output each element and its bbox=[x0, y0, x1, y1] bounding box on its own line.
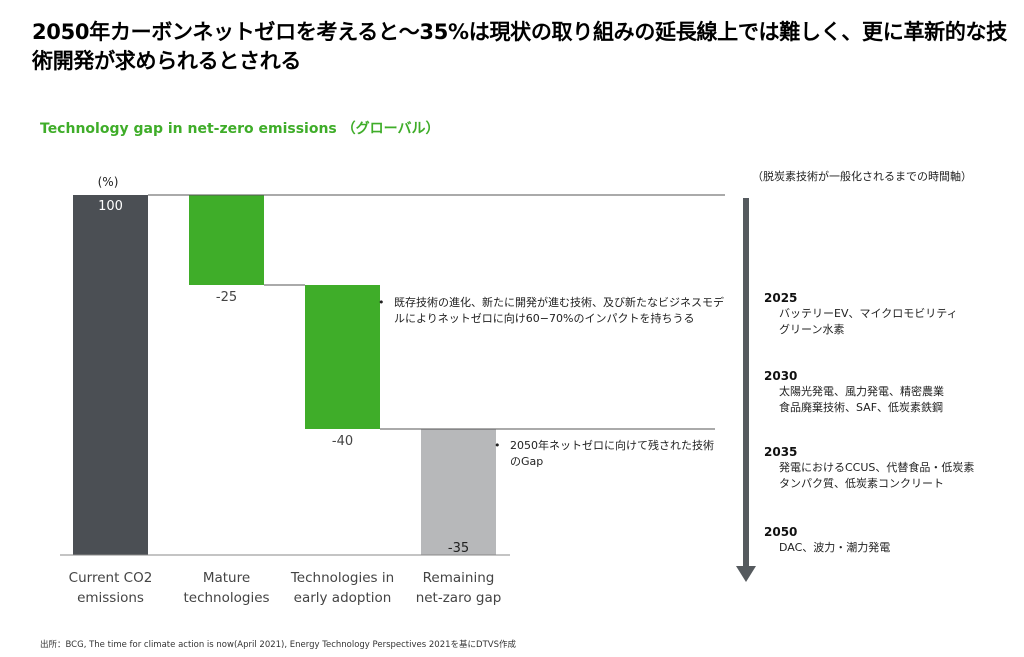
timeline-entry-2025: 2025 バッテリーEV、マイクロモビリティ グリーン水素 bbox=[764, 290, 958, 338]
timeline-entry-2050: 2050 DAC、波力・潮力発電 bbox=[764, 524, 890, 556]
timeline-year: 2050 bbox=[764, 525, 798, 539]
y-unit-label: (%) bbox=[98, 175, 119, 189]
bar-2 bbox=[189, 195, 264, 285]
bar-1 bbox=[73, 195, 148, 555]
category-label-1-line-2: emissions bbox=[77, 590, 144, 606]
note-remaining-gap: 2050年ネットゼロに向けて残された技術のGap bbox=[492, 438, 715, 470]
timeline-tech-item: DAC、波力・潮力発電 bbox=[779, 541, 891, 554]
category-label-2-line-2: technologies bbox=[183, 590, 269, 606]
timeline-entry-2035: 2035 発電におけるCCUS、代替食品・低炭素 タンパク質、低炭素コンクリート bbox=[764, 444, 974, 492]
timeline-tech-item: タンパク質、低炭素コンクリート bbox=[779, 477, 944, 490]
category-label-4-line-1: Remaining bbox=[423, 570, 495, 586]
timeline-tech-item: 太陽光発電、風力発電、精密農業 bbox=[779, 385, 944, 398]
timeline-entry-2030: 2030 太陽光発電、風力発電、精密農業 食品廃棄技術、SAF、低炭素鉄鋼 bbox=[764, 368, 944, 416]
timeline-arrow-shaft bbox=[743, 198, 749, 567]
timeline-tech-item: バッテリーEV、マイクロモビリティ bbox=[779, 307, 958, 320]
timeline-tech-item: グリーン水素 bbox=[779, 323, 845, 336]
source-footnote: 出所：BCG, The time for climate action is n… bbox=[40, 640, 516, 650]
waterfall-chart: (%) 100 Current CO2 emissions -25 Mature techn… bbox=[60, 175, 725, 606]
data-label-3: -40 bbox=[332, 434, 353, 449]
timeline-tech-item: 食品廃棄技術、SAF、低炭素鉄鋼 bbox=[779, 401, 944, 414]
timeline-year: 2025 bbox=[764, 291, 798, 305]
timeline-tech-item: 発電におけるCCUS、代替食品・低炭素 bbox=[779, 461, 975, 474]
page-headline: 2050年カーボンネットゼロを考えると～35%は現状の取り組みの延長線上では難し… bbox=[32, 20, 1007, 73]
category-label-1-line-1: Current CO2 bbox=[69, 570, 153, 586]
timeline-caption: （脱炭素技術が一般化されるまでの時間軸） bbox=[752, 170, 972, 183]
chart-subtitle: Technology gap in net-zero emissions （グロ… bbox=[40, 121, 440, 137]
data-label-1: 100 bbox=[98, 199, 123, 214]
timeline-year: 2035 bbox=[764, 445, 798, 459]
timeline-arrow-head-icon bbox=[736, 566, 756, 582]
note-mature-impact: 既存技術の進化、新たに開発が進む技術、及び新たなビジネスモデルによりネットゼロに… bbox=[376, 295, 724, 327]
category-label-4-line-2: net-zaro gap bbox=[416, 590, 502, 606]
bar-4 bbox=[421, 429, 496, 555]
category-label-2-line-1: Mature bbox=[203, 570, 250, 586]
bar-3 bbox=[305, 285, 380, 429]
data-label-4: -35 bbox=[448, 541, 469, 556]
category-label-3-line-1: Technologies in bbox=[290, 570, 394, 586]
data-label-2: -25 bbox=[216, 290, 237, 305]
timeline-year: 2030 bbox=[764, 369, 798, 383]
category-label-3-line-2: early adoption bbox=[294, 590, 392, 606]
